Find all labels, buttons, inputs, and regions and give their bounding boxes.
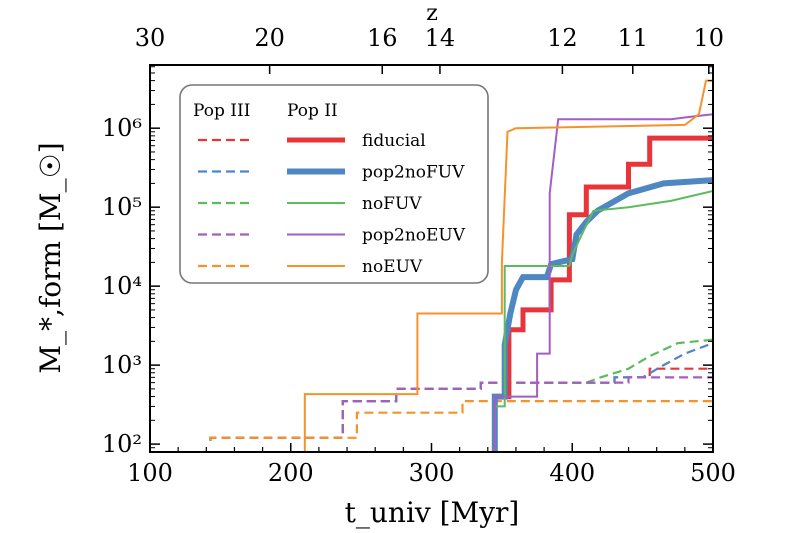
x-tick-label: 500 [690,459,736,487]
legend-box [179,84,489,284]
top-axis-label: z [426,1,438,26]
y-tick-label: 10⁵ [102,193,142,221]
legend-label-noEUV: noEUV [362,257,423,277]
x-tick-label: 300 [409,459,455,487]
plot-lines [209,79,713,452]
legend-header-pop2: Pop II [287,101,338,121]
legend-label-fiducial: fiducial [362,131,426,151]
top-tick-label: 20 [254,24,285,52]
series-pop2noEUV-pop2-line [493,113,713,452]
y-tick-label: 10⁶ [102,114,142,142]
series-fiducial-pop2-line [492,135,713,448]
y-tick-label: 10² [102,430,142,458]
top-tick-label: 11 [617,24,648,52]
series-pop2noFUV-pop2-line [491,177,713,452]
series-noFUV-pop2-line [493,190,713,452]
series-pop2noFUV-pop3-line [209,342,713,441]
legend-label-pop2noFUV: pop2noFUV [362,163,465,183]
top-tick-label: 14 [425,24,456,52]
top-tick-label: 10 [694,24,725,52]
top-tick-label: 16 [367,24,398,52]
series-noFUV-pop3-line [209,338,713,441]
x-tick-label: 100 [127,459,173,487]
top-tick-label: 12 [547,24,578,52]
legend-label-pop2noEUV: pop2noEUV [362,226,466,246]
legend-header-pop3: Pop III [193,101,250,121]
legend: Pop III Pop II fiducial pop2noFUV noFUV pop… [179,84,489,284]
x-axis-label: t_univ [Myr] [345,496,520,529]
series-noEUV-pop3-line [209,400,713,441]
x-tick-label: 200 [268,459,314,487]
y-tick-label: 10⁴ [102,272,142,300]
x-tick-label: 400 [549,459,595,487]
series-noEUV-pop2-line [303,79,713,452]
legend-label-noFUV: noFUV [362,194,422,214]
axis-ticks: 100 200 300 400 500 30 20 16 14 12 11 10 10² 10³ 10⁴ 10… [102,24,736,487]
top-tick-label: 30 [135,24,166,52]
y-axis-label: M_*,form [M_☉] [34,142,67,373]
y-tick-label: 10³ [102,351,142,379]
